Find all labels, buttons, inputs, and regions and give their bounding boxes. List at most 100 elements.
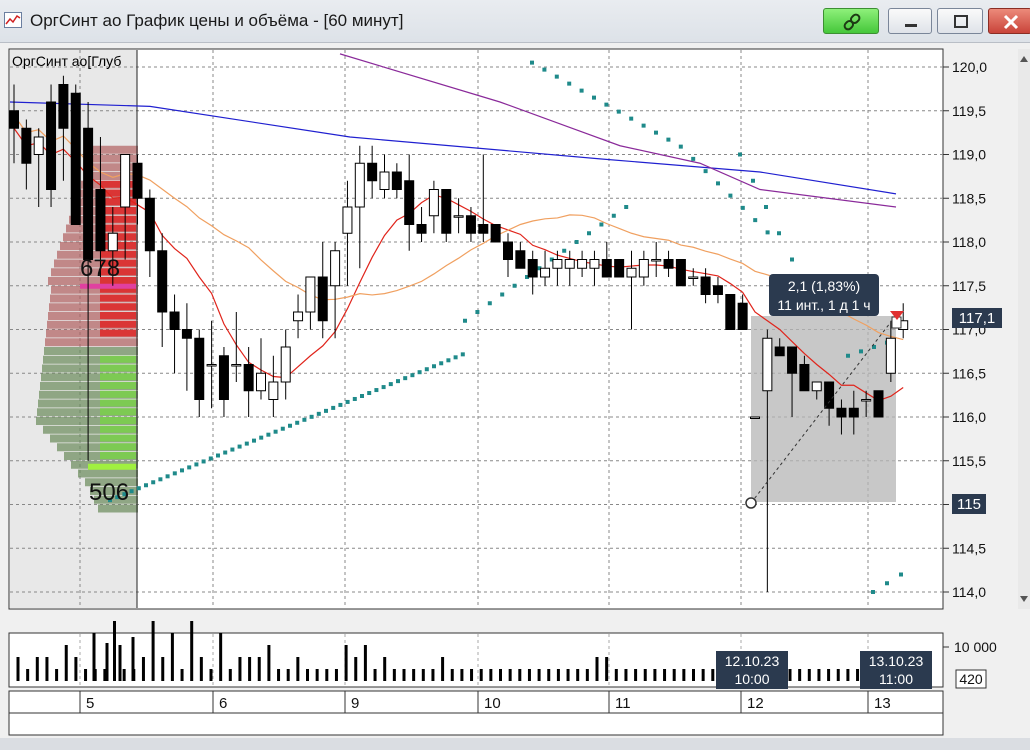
candle-body	[95, 189, 106, 252]
sar-dot	[345, 399, 350, 404]
volume-bar	[450, 669, 454, 681]
volume-bar	[238, 657, 242, 681]
date-badge-2-line1: 13.10.23	[869, 653, 924, 669]
candle-body	[811, 381, 822, 392]
candle-body	[280, 346, 291, 383]
sar-dot	[165, 474, 170, 479]
candle-body	[305, 276, 316, 313]
candle-body	[675, 259, 686, 287]
profile-bar	[51, 285, 138, 294]
volume-axis: 10 000 420	[943, 639, 997, 689]
candle-body	[256, 372, 266, 392]
candle-body	[428, 189, 439, 217]
profile-bar-buy	[100, 452, 136, 459]
price-tick-label: 116,5	[952, 365, 986, 381]
volume-last-label: 420	[959, 671, 983, 687]
scroll-down-icon[interactable]	[1020, 596, 1028, 602]
horizontal-scrollbar[interactable]	[0, 738, 1030, 750]
volume-bar	[643, 669, 647, 681]
scroll-up-icon[interactable]	[1020, 56, 1028, 62]
sar-dot	[244, 441, 249, 446]
volume-panel	[8, 632, 944, 688]
link-button[interactable]	[823, 8, 879, 34]
volume-bar	[402, 669, 406, 681]
maximize-button[interactable]	[937, 8, 983, 34]
profile-bar-buy	[100, 364, 136, 372]
sar-dot	[604, 102, 609, 107]
volume-bar	[692, 669, 695, 681]
date-badge-1	[716, 651, 788, 689]
sar-dot	[266, 432, 271, 437]
volume-bar-spike	[118, 645, 122, 681]
date-badge-1-line1: 12.10.23	[725, 653, 780, 669]
sar-dot	[460, 352, 465, 357]
sar-dot	[703, 169, 708, 174]
profile-bar	[45, 338, 138, 347]
close-button[interactable]	[988, 8, 1030, 34]
profile-bar-sell	[100, 250, 136, 258]
profile-bar-sell	[100, 198, 136, 206]
candle-body	[799, 364, 810, 392]
time-axis	[8, 690, 944, 714]
volume-bar	[788, 669, 792, 681]
chart-app-icon	[4, 12, 22, 28]
volume-bar	[672, 669, 676, 681]
price-tick-label: 114,0	[952, 584, 986, 600]
panel-title: ОргСинт ао[Глуб	[12, 53, 121, 69]
candle-body	[762, 337, 773, 392]
volume-bar	[354, 657, 358, 681]
parabolic-sar	[108, 60, 903, 594]
candle-body	[21, 127, 32, 164]
measure-start-point[interactable]	[745, 497, 757, 509]
profile-bar-sell	[100, 180, 136, 188]
price-tick-label: 120,0	[952, 59, 987, 75]
sar-dot	[129, 489, 134, 494]
volume-bar	[190, 621, 194, 681]
candle-body	[478, 224, 489, 234]
measure-badge-line1: 2,1 (1,83%)	[788, 278, 860, 294]
sar-dot	[562, 248, 567, 253]
profile-low-marker	[88, 463, 136, 470]
candle-body	[824, 381, 835, 409]
sar-dot	[859, 349, 863, 354]
candle-body	[441, 189, 452, 234]
volume-bar	[286, 669, 290, 681]
profile-bar	[43, 425, 138, 434]
sar-dot	[740, 205, 745, 210]
sar-dot	[122, 492, 127, 497]
sar-dot	[691, 156, 696, 161]
candle-body	[342, 206, 353, 234]
profile-bar	[48, 312, 138, 320]
volume-bar	[277, 669, 281, 681]
volume-bar	[373, 669, 377, 681]
volume-bar	[412, 669, 416, 681]
ma-purple-line	[339, 53, 897, 208]
candle-body	[33, 136, 44, 155]
day-label: 12	[747, 695, 764, 712]
sar-dot	[360, 394, 364, 398]
candle-body	[651, 259, 662, 262]
profile-bar	[36, 417, 138, 425]
volume-bar	[383, 657, 387, 681]
profile-bar-buy	[100, 408, 136, 416]
sar-dot	[899, 572, 903, 577]
vertical-scrollbar[interactable]	[1018, 49, 1030, 609]
volume-bar	[827, 669, 831, 681]
date-badge-1-line2: 10:00	[734, 671, 769, 687]
price-axis: 120,0119,5119,0118,5118,0117,5117,0116,5…	[943, 59, 987, 600]
chart-area: 120,0119,5119,0118,5118,0117,5117,0116,5…	[8, 48, 1030, 736]
volume-bar	[113, 621, 116, 681]
sar-dot	[230, 447, 235, 452]
volume-bar	[431, 669, 435, 681]
sar-dot	[223, 450, 228, 455]
profile-bar-sell	[100, 329, 136, 337]
candle-body	[416, 224, 427, 234]
sar-dot	[790, 257, 794, 262]
minimize-button[interactable]	[888, 8, 932, 34]
profile-bar-sell	[100, 215, 136, 223]
volume-bar	[26, 669, 30, 681]
sar-dot	[872, 345, 876, 349]
candle-body	[9, 110, 19, 129]
sar-dot	[738, 152, 742, 157]
last-price-arrow-icon	[890, 311, 904, 320]
